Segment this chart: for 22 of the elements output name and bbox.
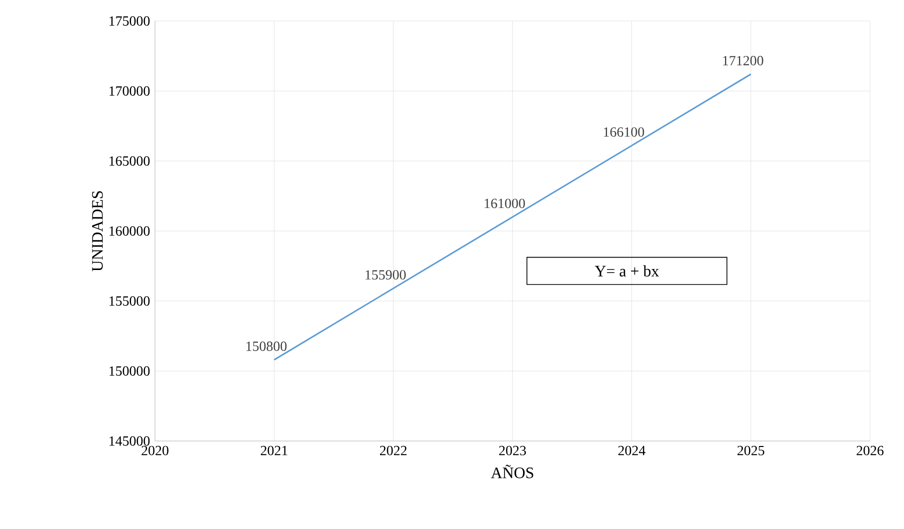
data-label: 155900 [366,270,406,280]
x-tick-label: 2024 [618,446,646,456]
y-axis-title: UNIDADES [92,191,103,272]
y-tick-label: 165000 [110,156,150,166]
annotation: Y= a + bx [594,265,659,277]
x-axis-title: AÑOS [490,464,534,478]
y-tick-label: 150000 [110,366,150,376]
x-tick-label: 2025 [737,446,764,456]
x-tick-label: 2026 [856,446,884,456]
x-tick-label: 2020 [142,446,168,456]
x-tick-label: 2023 [499,446,526,456]
data-label: 166100 [604,127,644,137]
data-label: 171200 [723,56,764,66]
y-tick-label: 155000 [110,296,150,306]
y-tick-label: 175000 [110,16,150,26]
x-tick-label: 2021 [260,446,288,456]
x-tick-label: 2022 [380,446,407,456]
y-tick-label: 170000 [110,86,150,96]
y-tick-label: 160000 [110,226,150,236]
data-label: 150800 [246,342,287,351]
y-tick-label: 145000 [110,436,150,446]
data-label: 161000 [484,198,525,208]
